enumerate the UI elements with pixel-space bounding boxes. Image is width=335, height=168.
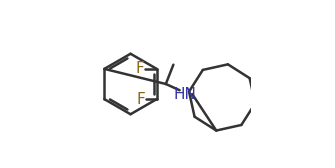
Text: F: F <box>135 61 144 76</box>
Text: F: F <box>136 92 145 107</box>
Text: HN: HN <box>174 87 197 102</box>
